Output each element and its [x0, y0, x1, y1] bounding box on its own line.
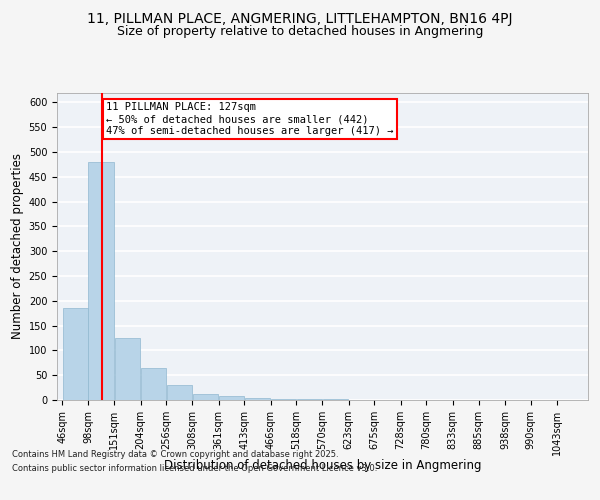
- Bar: [115, 338, 140, 400]
- Bar: [88, 162, 114, 400]
- Text: Contains public sector information licensed under the Open Government Licence v3: Contains public sector information licen…: [12, 464, 377, 473]
- Bar: [323, 399, 348, 400]
- Bar: [297, 399, 322, 400]
- Bar: [62, 308, 88, 400]
- Bar: [271, 398, 296, 400]
- Y-axis label: Number of detached properties: Number of detached properties: [11, 153, 25, 339]
- X-axis label: Distribution of detached houses by size in Angmering: Distribution of detached houses by size …: [164, 459, 481, 472]
- Bar: [245, 398, 270, 400]
- Text: Contains HM Land Registry data © Crown copyright and database right 2025.: Contains HM Land Registry data © Crown c…: [12, 450, 338, 459]
- Bar: [193, 394, 218, 400]
- Bar: [167, 385, 192, 400]
- Text: 11, PILLMAN PLACE, ANGMERING, LITTLEHAMPTON, BN16 4PJ: 11, PILLMAN PLACE, ANGMERING, LITTLEHAMP…: [87, 12, 513, 26]
- Bar: [141, 368, 166, 400]
- Text: 11 PILLMAN PLACE: 127sqm
← 50% of detached houses are smaller (442)
47% of semi-: 11 PILLMAN PLACE: 127sqm ← 50% of detach…: [106, 102, 394, 136]
- Bar: [219, 396, 244, 400]
- Text: Size of property relative to detached houses in Angmering: Size of property relative to detached ho…: [117, 25, 483, 38]
